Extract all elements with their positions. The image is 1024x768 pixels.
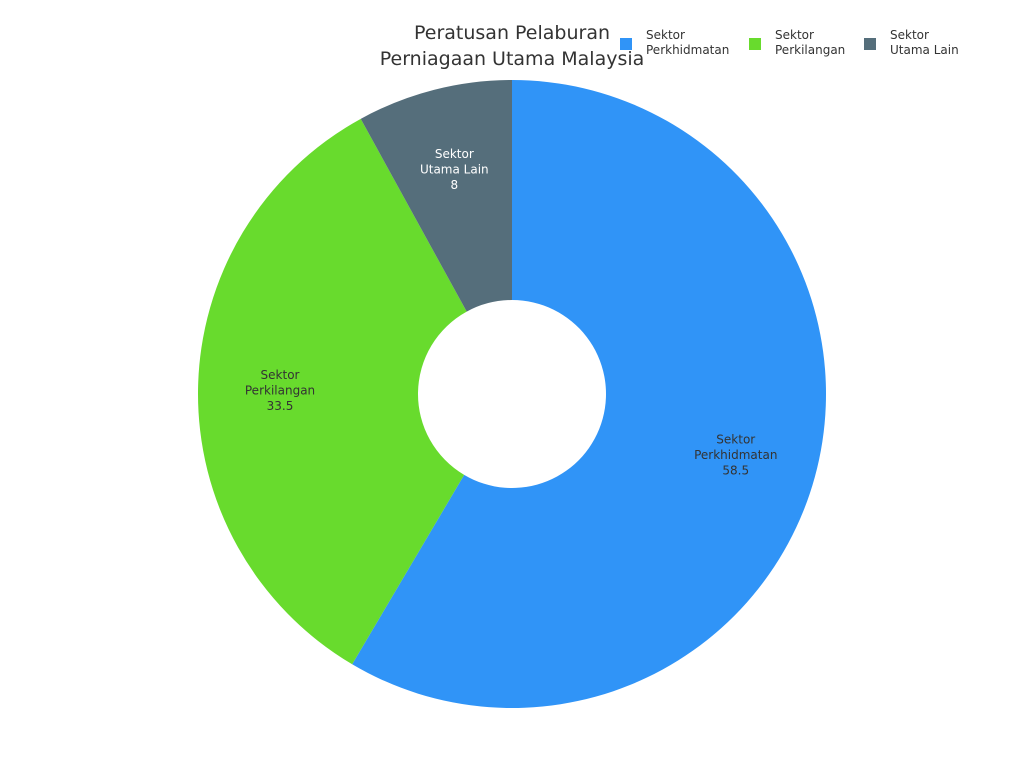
legend-swatch (620, 38, 632, 50)
pie-slice-1[interactable] (352, 80, 826, 709)
legend-swatch (749, 38, 761, 50)
legend-label: Sektor Utama Lain (890, 28, 959, 57)
legend-label: Sektor Perkhidmatan (646, 28, 730, 57)
chart-title: Peratusan Pelaburan Perniagaan Utama Mal… (379, 22, 645, 70)
pie-slice-2[interactable] (197, 118, 467, 665)
slice-label-1: Sektor Perkhidmatan 58.5 (694, 433, 777, 478)
legend-swatch (864, 38, 876, 50)
slice-label-2: Sektor Perkilangan 33.5 (245, 368, 315, 413)
legend-label: Sektor Perkilangan (775, 28, 846, 57)
pie-slice-3[interactable] (360, 80, 512, 312)
slice-label-3: Sektor Utama Lain 8 (420, 147, 489, 192)
